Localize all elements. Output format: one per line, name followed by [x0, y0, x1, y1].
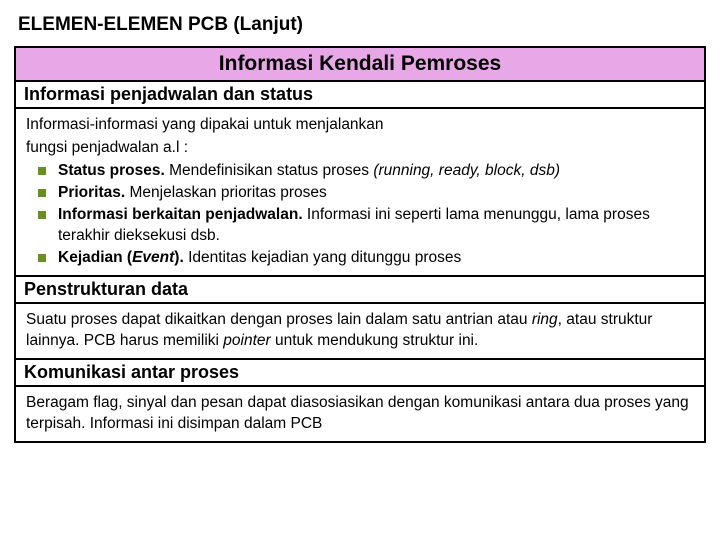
bullet-list: Status proses. Mendefinisikan status pro…: [26, 161, 694, 269]
list-item: Prioritas. Menjelaskan prioritas proses: [36, 183, 694, 204]
item-bold2: ).: [174, 249, 183, 266]
section-scheduling-heading: Informasi penjadwalan dan status: [14, 82, 706, 109]
subhead-struct: Penstrukturan data: [16, 277, 704, 302]
subhead-scheduling: Informasi penjadwalan dan status: [16, 82, 704, 107]
comm-text: Beragam flag, sinyal dan pesan dapat dia…: [26, 394, 689, 432]
subhead-comm: Komunikasi antar proses: [16, 360, 704, 385]
section-comm-body: Beragam flag, sinyal dan pesan dapat dia…: [14, 387, 706, 443]
section-scheduling-body: Informasi-informasi yang dipakai untuk m…: [14, 109, 706, 277]
intro-line-2: fungsi penjadwalan a.l :: [26, 138, 694, 159]
list-item: Status proses. Mendefinisikan status pro…: [36, 161, 694, 182]
struct-italic-pointer: pointer: [223, 332, 270, 349]
struct-text-a: Suatu proses dapat dikaitkan dengan pros…: [26, 311, 532, 328]
list-item: Kejadian (Event). Identitas kejadian yan…: [36, 248, 694, 269]
item-text: Mendefinisikan status proses: [165, 162, 374, 179]
item-bold: Prioritas.: [58, 184, 125, 201]
item-text: Menjelaskan prioritas proses: [125, 184, 327, 201]
item-bold-italic: Event: [132, 249, 174, 266]
struct-text-c: untuk mendukung struktur ini.: [271, 332, 479, 349]
banner-heading: Informasi Kendali Pemroses: [14, 48, 706, 82]
item-italic: (running, ready, block, dsb): [373, 162, 560, 179]
item-text: Identitas kejadian yang ditunggu proses: [184, 249, 461, 266]
section-struct-heading: Penstrukturan data: [14, 277, 706, 304]
item-bold: Kejadian (: [58, 249, 132, 266]
slide-title: ELEMEN-ELEMEN PCB (Lanjut): [14, 8, 706, 48]
struct-italic-ring: ring: [532, 311, 558, 328]
item-bold: Informasi berkaitan penjadwalan.: [58, 206, 303, 223]
list-item: Informasi berkaitan penjadwalan. Informa…: [36, 205, 694, 247]
section-struct-body: Suatu proses dapat dikaitkan dengan pros…: [14, 304, 706, 360]
item-bold: Status proses.: [58, 162, 165, 179]
intro-line-1: Informasi-informasi yang dipakai untuk m…: [26, 115, 694, 136]
section-comm-heading: Komunikasi antar proses: [14, 360, 706, 387]
